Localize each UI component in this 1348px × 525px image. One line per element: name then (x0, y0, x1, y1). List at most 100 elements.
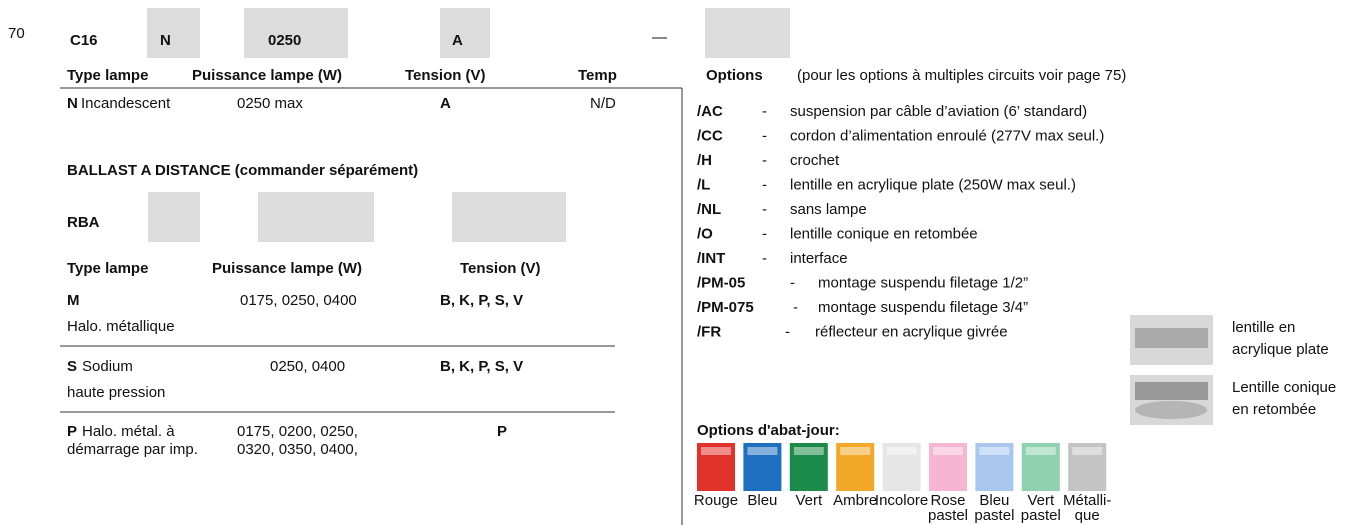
lamp-code: P (67, 423, 77, 440)
lamp-type: Halo. métal. à (82, 423, 175, 440)
option-code: /FR (697, 324, 721, 341)
option-text: interface (790, 250, 848, 267)
shade-highlight (793, 447, 824, 455)
option-text: réflecteur en acrylique givrée (815, 324, 1008, 341)
code: N (160, 32, 171, 49)
option-code: /H (697, 152, 712, 169)
shade-highlight (1025, 447, 1056, 455)
option-code: /PM-075 (697, 299, 754, 316)
shade-swatch (1021, 443, 1060, 491)
option-code: /NL (697, 201, 721, 218)
code-box (440, 8, 490, 58)
watts: 0175, 0250, 0400 (240, 292, 357, 309)
option-code: /O (697, 226, 713, 243)
shade-swatch (1068, 443, 1107, 491)
page-number: 70 (8, 25, 25, 42)
watts: 0175, 0200, 0250, (237, 423, 358, 440)
voltage: A (440, 95, 451, 112)
option-code: /INT (697, 250, 725, 267)
shade-label: Rouge (694, 492, 738, 509)
shade-highlight (886, 447, 917, 455)
option-code: /CC (697, 128, 723, 145)
ballast-code: RBA (67, 214, 100, 231)
code: A (452, 32, 463, 49)
option-text: lentille conique en retombée (790, 226, 978, 243)
shade-swatch (975, 443, 1014, 491)
watts: 0320, 0350, 0400, (237, 441, 358, 458)
lamp-type: haute pression (67, 384, 165, 401)
option-dash: - (762, 152, 767, 169)
watts: 0250, 0400 (270, 358, 345, 375)
lens-label: en retombée (1232, 401, 1316, 418)
column-header: Type lampe (67, 67, 148, 84)
option-text: lentille en acrylique plate (250W max se… (790, 177, 1076, 194)
code-box (705, 8, 790, 58)
option-text: montage suspendu filetage 3/4” (818, 299, 1028, 316)
column-header: Tension (V) (405, 67, 486, 84)
column-header: Type lampe (67, 260, 148, 277)
shade-highlight (840, 447, 871, 455)
code: — (652, 29, 667, 46)
lamp-type: Incandescent (81, 95, 171, 112)
option-dash: - (790, 275, 795, 292)
shade-swatch (836, 443, 875, 491)
lamp-type: Halo. métallique (67, 318, 175, 335)
shade-label: que (1075, 507, 1100, 524)
lamp-type: démarrage par imp. (67, 441, 198, 458)
shade-highlight (979, 447, 1010, 455)
shades-title: Options d'abat-jour: (697, 422, 840, 439)
column-header: Puissance lampe (W) (192, 67, 342, 84)
shade-label: Bleu (747, 492, 777, 509)
shade-label: Vert (795, 492, 823, 509)
option-code: /L (697, 177, 710, 194)
lens-label: lentille en (1232, 319, 1295, 336)
option-code: /AC (697, 103, 723, 120)
shade-label: Métalli- (1063, 492, 1111, 509)
voltage: B, K, P, S, V (440, 292, 523, 309)
option-text: montage suspendu filetage 1/2” (818, 275, 1028, 292)
option-text: crochet (790, 152, 840, 169)
code: C16 (70, 32, 98, 49)
shade-label: Bleu (979, 492, 1009, 509)
column-header: Puissance lampe (W) (212, 260, 362, 277)
option-dash: - (762, 103, 767, 120)
watts: 0250 max (237, 95, 303, 112)
column-header: Tension (V) (460, 260, 541, 277)
shade-swatch (743, 443, 782, 491)
shade-swatch (929, 443, 967, 491)
option-dash: - (762, 226, 767, 243)
lamp-type: Sodium (82, 358, 133, 375)
option-text: cordon d’alimentation enroulé (277V max … (790, 128, 1104, 145)
option-dash: - (793, 299, 798, 316)
code-box (147, 8, 200, 58)
shade-label: Incolore (875, 492, 928, 509)
code-box (148, 192, 200, 242)
shade-label: Ambre (833, 492, 877, 509)
lens-image (1130, 315, 1213, 425)
lens-label: Lentille conique (1232, 379, 1336, 396)
option-text: suspension par câble d’aviation (6’ stan… (790, 103, 1087, 120)
voltage: P (497, 423, 507, 440)
shade-highlight (1072, 447, 1103, 455)
shade-label: pastel (928, 507, 968, 524)
lamp-code: M (67, 292, 80, 309)
shade-highlight (701, 447, 731, 455)
shade-label: Vert (1027, 492, 1055, 509)
options-note: (pour les options à multiples circuits v… (797, 67, 1126, 84)
shade-label: pastel (974, 507, 1014, 524)
shade-swatch (789, 443, 828, 491)
option-dash: - (762, 250, 767, 267)
option-dash: - (762, 128, 767, 145)
option-text: sans lampe (790, 201, 867, 218)
lamp-code: N (67, 95, 78, 112)
shade-swatch (697, 443, 735, 491)
code: 0250 (268, 32, 301, 49)
ballast-title: BALLAST A DISTANCE (commander séparément… (67, 162, 418, 179)
column-header: Temp (578, 67, 617, 84)
options-title: Options (706, 67, 763, 84)
shade-label: pastel (1021, 507, 1061, 524)
shade-label: Rose (930, 492, 965, 509)
shade-highlight (747, 447, 778, 455)
option-dash: - (762, 177, 767, 194)
